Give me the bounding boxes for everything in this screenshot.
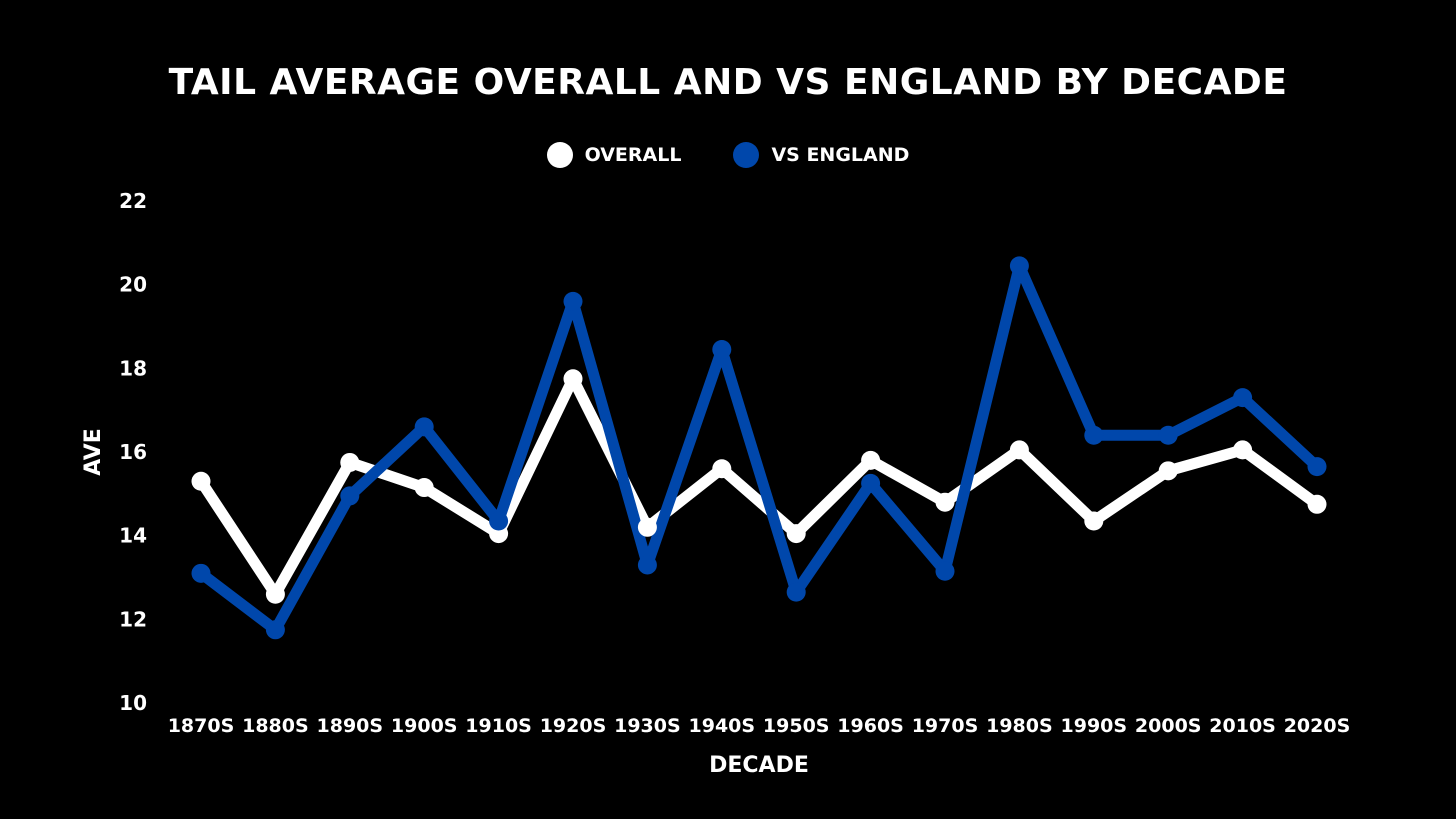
- x-tick-label-1900s: 1900S: [391, 715, 458, 737]
- legend-item-vs-england[interactable]: VS ENGLAND: [733, 142, 909, 168]
- point-vs-england-2010s[interactable]: [1233, 388, 1253, 408]
- point-vs-england-2000s[interactable]: [1158, 425, 1178, 445]
- series-lines: [195, 260, 1323, 636]
- y-tick-label-12: 12: [119, 607, 147, 631]
- legend: OVERALL VS ENGLAND: [0, 142, 1456, 168]
- legend-label-overall: OVERALL: [584, 144, 682, 166]
- legend-swatch-vs-england: [733, 142, 760, 168]
- series-points: [191, 256, 1327, 640]
- y-tick-label-16: 16: [119, 440, 147, 464]
- point-vs-england-1870s[interactable]: [191, 563, 211, 583]
- point-overall-1900s[interactable]: [414, 478, 434, 498]
- x-tick-label-1980s: 1980S: [986, 715, 1053, 737]
- point-vs-england-1890s[interactable]: [340, 486, 360, 506]
- point-overall-1980s[interactable]: [1009, 440, 1029, 460]
- series-line-vs-england: [195, 260, 1323, 636]
- y-tick-label-18: 18: [119, 356, 147, 380]
- point-overall-1990s[interactable]: [1084, 511, 1104, 531]
- point-overall-1920s[interactable]: [563, 369, 583, 389]
- x-tick-label-2000s: 2000S: [1135, 715, 1202, 737]
- chart-title: TAIL AVERAGE OVERALL AND VS ENGLAND BY D…: [168, 62, 1288, 103]
- x-axis-label: DECADE: [709, 753, 809, 778]
- series-line-overall: [195, 373, 1323, 600]
- point-overall-1940s[interactable]: [712, 459, 732, 479]
- point-vs-england-1910s[interactable]: [489, 511, 509, 531]
- x-tick-label-1970s: 1970S: [912, 715, 979, 737]
- y-tick-label-10: 10: [119, 691, 147, 715]
- point-overall-2020s[interactable]: [1307, 494, 1327, 514]
- x-tick-label-1990s: 1990S: [1061, 715, 1128, 737]
- point-overall-1970s[interactable]: [935, 492, 955, 512]
- legend-swatch-overall: [546, 142, 573, 168]
- x-tick-label-1930s: 1930S: [614, 715, 681, 737]
- x-tick-label-1960s: 1960S: [837, 715, 904, 737]
- point-vs-england-1930s[interactable]: [637, 555, 657, 575]
- point-vs-england-1970s[interactable]: [935, 561, 955, 581]
- point-overall-2010s[interactable]: [1233, 440, 1253, 460]
- x-tick-label-2020s: 2020S: [1284, 715, 1351, 737]
- point-overall-1890s[interactable]: [340, 452, 360, 472]
- point-vs-england-1880s[interactable]: [265, 620, 285, 640]
- y-axis-label: AVE: [81, 428, 106, 476]
- x-tick-label-1870s: 1870S: [168, 715, 235, 737]
- x-tick-label-1910s: 1910S: [465, 715, 532, 737]
- y-tick-label-14: 14: [119, 524, 147, 548]
- x-axis-ticks: 1870S 1880S 1890S 1900S 1910S 1920S 1930S 1940S…: [168, 715, 1351, 737]
- x-tick-label-2010s: 2010S: [1209, 715, 1276, 737]
- point-overall-1950s[interactable]: [786, 524, 806, 544]
- legend-label-vs-england: VS ENGLAND: [771, 144, 910, 166]
- legend-item-overall[interactable]: OVERALL: [546, 142, 682, 168]
- point-vs-england-1980s[interactable]: [1009, 256, 1029, 276]
- point-vs-england-1950s[interactable]: [786, 582, 806, 602]
- point-vs-england-1900s[interactable]: [414, 417, 434, 437]
- y-tick-label-20: 20: [119, 273, 147, 297]
- x-tick-label-1890s: 1890S: [317, 715, 384, 737]
- y-axis-ticks: 10 12 14 16 18 20 22: [119, 189, 147, 715]
- point-overall-1880s[interactable]: [265, 584, 285, 604]
- x-tick-label-1920s: 1920S: [540, 715, 607, 737]
- x-tick-label-1940s: 1940S: [689, 715, 756, 737]
- x-tick-label-1950s: 1950S: [763, 715, 830, 737]
- point-overall-1870s[interactable]: [191, 471, 211, 491]
- point-vs-england-1960s[interactable]: [861, 473, 881, 493]
- point-overall-1960s[interactable]: [861, 450, 881, 470]
- point-overall-2000s[interactable]: [1158, 461, 1178, 481]
- point-vs-england-1990s[interactable]: [1084, 425, 1104, 445]
- x-tick-label-1880s: 1880S: [242, 715, 309, 737]
- point-vs-england-1940s[interactable]: [712, 340, 732, 360]
- point-vs-england-1920s[interactable]: [563, 291, 583, 311]
- point-vs-england-2020s[interactable]: [1307, 457, 1327, 477]
- point-overall-1930s[interactable]: [637, 517, 657, 537]
- y-tick-label-22: 22: [119, 189, 147, 213]
